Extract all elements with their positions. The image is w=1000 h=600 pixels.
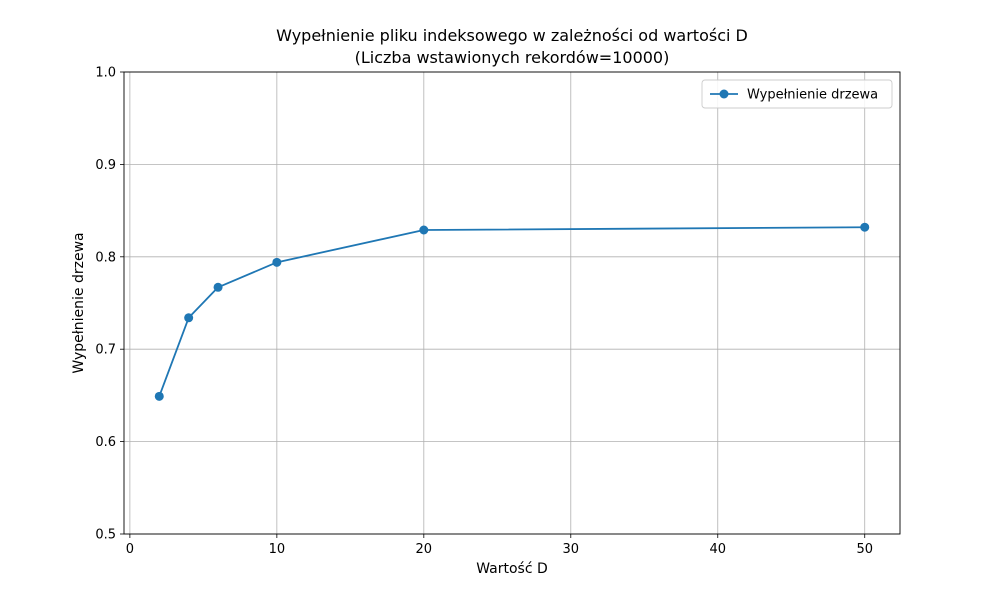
y-tick-label: 0.9 xyxy=(95,158,116,173)
y-axis-label: Wypełnienie drzewa xyxy=(71,232,87,374)
x-tick-label: 50 xyxy=(856,542,873,557)
chart-title: Wypełnienie pliku indeksowego w zależnoś… xyxy=(276,26,748,45)
data-point xyxy=(154,391,164,401)
data-point xyxy=(272,257,282,267)
legend-box xyxy=(701,79,893,109)
legend-label: Wypełnienie drzewa xyxy=(747,88,878,103)
data-point xyxy=(213,282,223,292)
x-tick-label: 0 xyxy=(126,542,134,557)
y-tick-label: 1.0 xyxy=(95,66,116,81)
legend-marker xyxy=(719,89,729,99)
y-tick-label: 0.7 xyxy=(95,343,116,358)
y-tick-label: 0.8 xyxy=(95,250,116,265)
x-axis-label: Wartość D xyxy=(476,561,548,577)
x-tick-label: 40 xyxy=(709,542,726,557)
axes-frame xyxy=(123,71,901,535)
x-tick-label: 30 xyxy=(563,542,580,557)
chart-subtitle: (Liczba wstawionych rekordów=10000) xyxy=(354,48,670,67)
series-line xyxy=(158,226,865,397)
x-tick-label: 10 xyxy=(269,542,286,557)
y-tick-label: 0.6 xyxy=(95,435,116,450)
y-tick-label: 0.5 xyxy=(95,528,116,543)
data-point xyxy=(860,222,870,232)
data-point xyxy=(419,225,429,235)
x-tick-label: 20 xyxy=(416,542,433,557)
data-point xyxy=(184,313,194,323)
